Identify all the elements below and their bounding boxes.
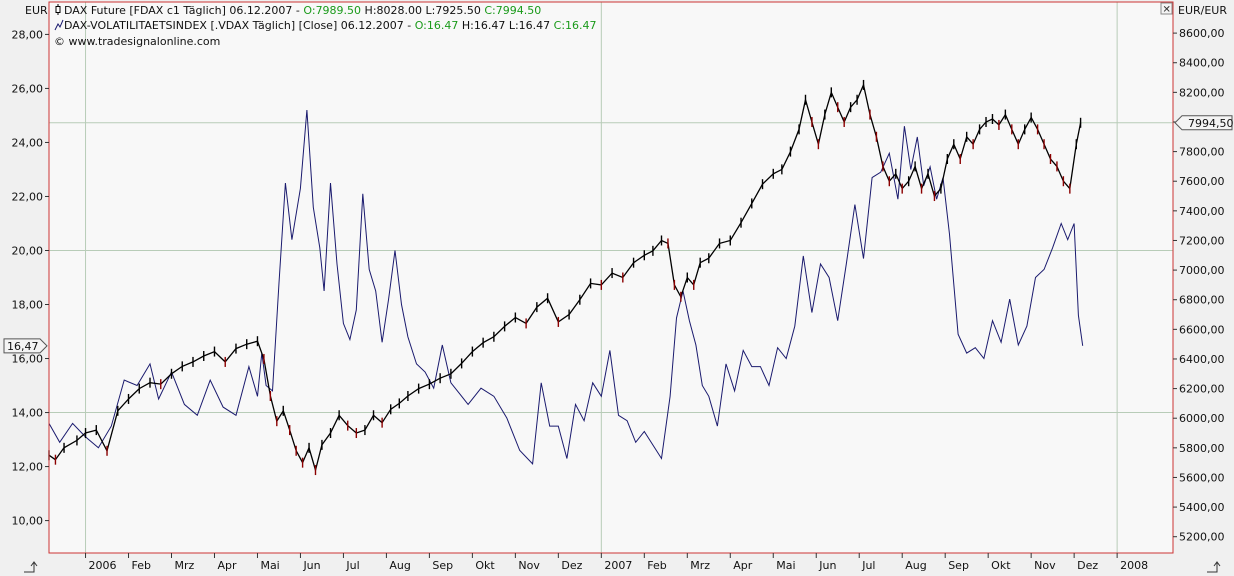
legend-vdax-o-label: O:	[415, 19, 427, 32]
plot-area	[49, 2, 1173, 553]
candlestick-icon	[55, 4, 61, 15]
x-tick-label-10: Nov	[518, 559, 540, 572]
legend-vdax-line: DAX-VOLATILITAETSINDEX [.VDAX Täglich] […	[64, 19, 597, 32]
legend: DAX Future [FDAX c1 Täglich] 06.12.2007 …	[54, 4, 597, 48]
right-axis-panel	[1173, 0, 1234, 556]
right-axis-ticks: 5200,00 5400,00 5600,00 5800,00 6000,00 6200,…	[1173, 27, 1225, 544]
right-tick-label-5: 6200,00	[1179, 383, 1225, 396]
left-current-value-badge: 16,47	[3, 338, 48, 354]
x-tick-label-8: Sep	[432, 559, 453, 572]
x-tick-label-1: Feb	[132, 559, 151, 572]
x-tick-label-12: 2007	[604, 559, 632, 572]
x-tick-label-5: Jun	[302, 559, 320, 572]
right-tick-label-6: 6400,00	[1179, 353, 1225, 366]
legend-dax-o-value: 7989.50	[316, 4, 362, 17]
legend-vdax-c-value: 16.47	[565, 19, 597, 32]
right-scroll-handle[interactable]	[1207, 561, 1221, 573]
left-tick-label-4: 18,00	[12, 299, 44, 312]
right-tick-label-7: 6600,00	[1179, 323, 1225, 336]
x-tick-label-19: Aug	[905, 559, 926, 572]
left-current-value-label: 16,47	[7, 340, 39, 353]
right-tick-label-9: 7000,00	[1179, 264, 1225, 277]
bottom-axis-panel	[0, 554, 1234, 576]
x-tick-label-0: 2006	[89, 559, 117, 572]
right-tick-label-16: 8400,00	[1179, 57, 1225, 70]
right-tick-label-8: 6800,00	[1179, 294, 1225, 307]
right-tick-label-1: 5400,00	[1179, 501, 1225, 514]
right-current-value-badge: 7994,50	[1174, 115, 1234, 131]
left-tick-label-5: 20,00	[12, 244, 44, 257]
x-tick-label-14: Mrz	[690, 559, 710, 572]
right-tick-label-13: 7800,00	[1179, 146, 1225, 159]
left-tick-label-6: 22,00	[12, 190, 44, 203]
legend-vdax-c-label: C:	[554, 19, 565, 32]
legend-dax-c-value: 7994.50	[496, 4, 542, 17]
x-tick-label-7: Aug	[389, 559, 410, 572]
legend-vdax-name: DAX-VOLATILITAETSINDEX [.VDAX Täglich] […	[64, 19, 415, 32]
right-tick-label-10: 7200,00	[1179, 234, 1225, 247]
x-tick-label-4: Mai	[260, 559, 279, 572]
x-tick-label-15: Apr	[733, 559, 753, 572]
x-tick-label-6: Jul	[345, 559, 359, 572]
legend-dax-c-label: C:	[484, 4, 495, 17]
right-currency-label: EUR/EUR	[1178, 4, 1227, 17]
left-scroll-handle[interactable]	[24, 561, 38, 573]
left-tick-label-1: 12,00	[12, 461, 44, 474]
close-button[interactable]: ✕	[1160, 2, 1173, 16]
legend-dax-line: DAX Future [FDAX c1 Täglich] 06.12.2007 …	[64, 4, 541, 17]
dax-series	[48, 79, 1082, 476]
x-tick-label-21: Okt	[991, 559, 1011, 572]
right-tick-label-4: 6000,00	[1179, 412, 1225, 425]
legend-vdax-hl: H:16.47 L:16.47	[458, 19, 553, 32]
x-tick-label-9: Okt	[475, 559, 495, 572]
x-tick-label-24: 2008	[1120, 559, 1148, 572]
x-tick-label-22: Nov	[1034, 559, 1056, 572]
left-tick-label-8: 26,00	[12, 82, 44, 95]
legend-copyright: © www.tradesignalonline.com	[54, 35, 220, 48]
legend-dax-name: DAX Future [FDAX c1 Täglich] 06.12.2007 …	[64, 4, 303, 17]
plot-frame	[48, 1, 1174, 554]
left-tick-label-2: 14,00	[12, 407, 44, 420]
left-tick-label-3: 16,00	[12, 353, 44, 366]
left-axis-panel	[0, 0, 49, 556]
x-tick-label-13: Feb	[647, 559, 666, 572]
left-tick-label-9: 28,00	[12, 28, 44, 41]
x-tick-label-20: Sep	[948, 559, 969, 572]
x-tick-label-11: Dez	[561, 559, 582, 572]
right-tick-label-12: 7600,00	[1179, 175, 1225, 188]
x-tick-label-2: Mrz	[175, 559, 195, 572]
legend-dax-o-label: O:	[303, 4, 315, 17]
right-tick-label-17: 8600,00	[1179, 27, 1225, 40]
legend-vdax-o-value: 16.47	[427, 19, 459, 32]
right-tick-label-15: 8200,00	[1179, 86, 1225, 99]
x-axis-ticks: 2006 Feb Mrz Apr Mai Jun Jul Aug Sep Okt Nov Dez 200…	[85, 553, 1148, 572]
x-tick-label-3: Apr	[217, 559, 237, 572]
close-icon: ✕	[1163, 5, 1171, 16]
right-tick-label-3: 5800,00	[1179, 442, 1225, 455]
left-tick-label-7: 24,00	[12, 136, 44, 149]
right-tick-label-2: 5600,00	[1179, 471, 1225, 484]
x-tick-label-17: Jun	[818, 559, 836, 572]
line-chart-icon	[54, 19, 64, 31]
left-axis-ticks: 10,00 12,00 14,00 16,00 18,00 20,00 22,00 24,00…	[12, 28, 49, 528]
x-tick-label-23: Dez	[1077, 559, 1098, 572]
legend-dax-hl: H:8028.00 L:7925.50	[361, 4, 484, 17]
right-tick-label-0: 5200,00	[1179, 531, 1225, 544]
x-tick-label-16: Mai	[776, 559, 795, 572]
left-currency-label: EUR	[25, 4, 48, 17]
right-tick-label-11: 7400,00	[1179, 205, 1225, 218]
left-tick-label-0: 10,00	[12, 515, 44, 528]
x-tick-label-18: Jul	[861, 559, 875, 572]
right-current-value-label: 7994,50	[1188, 117, 1234, 130]
